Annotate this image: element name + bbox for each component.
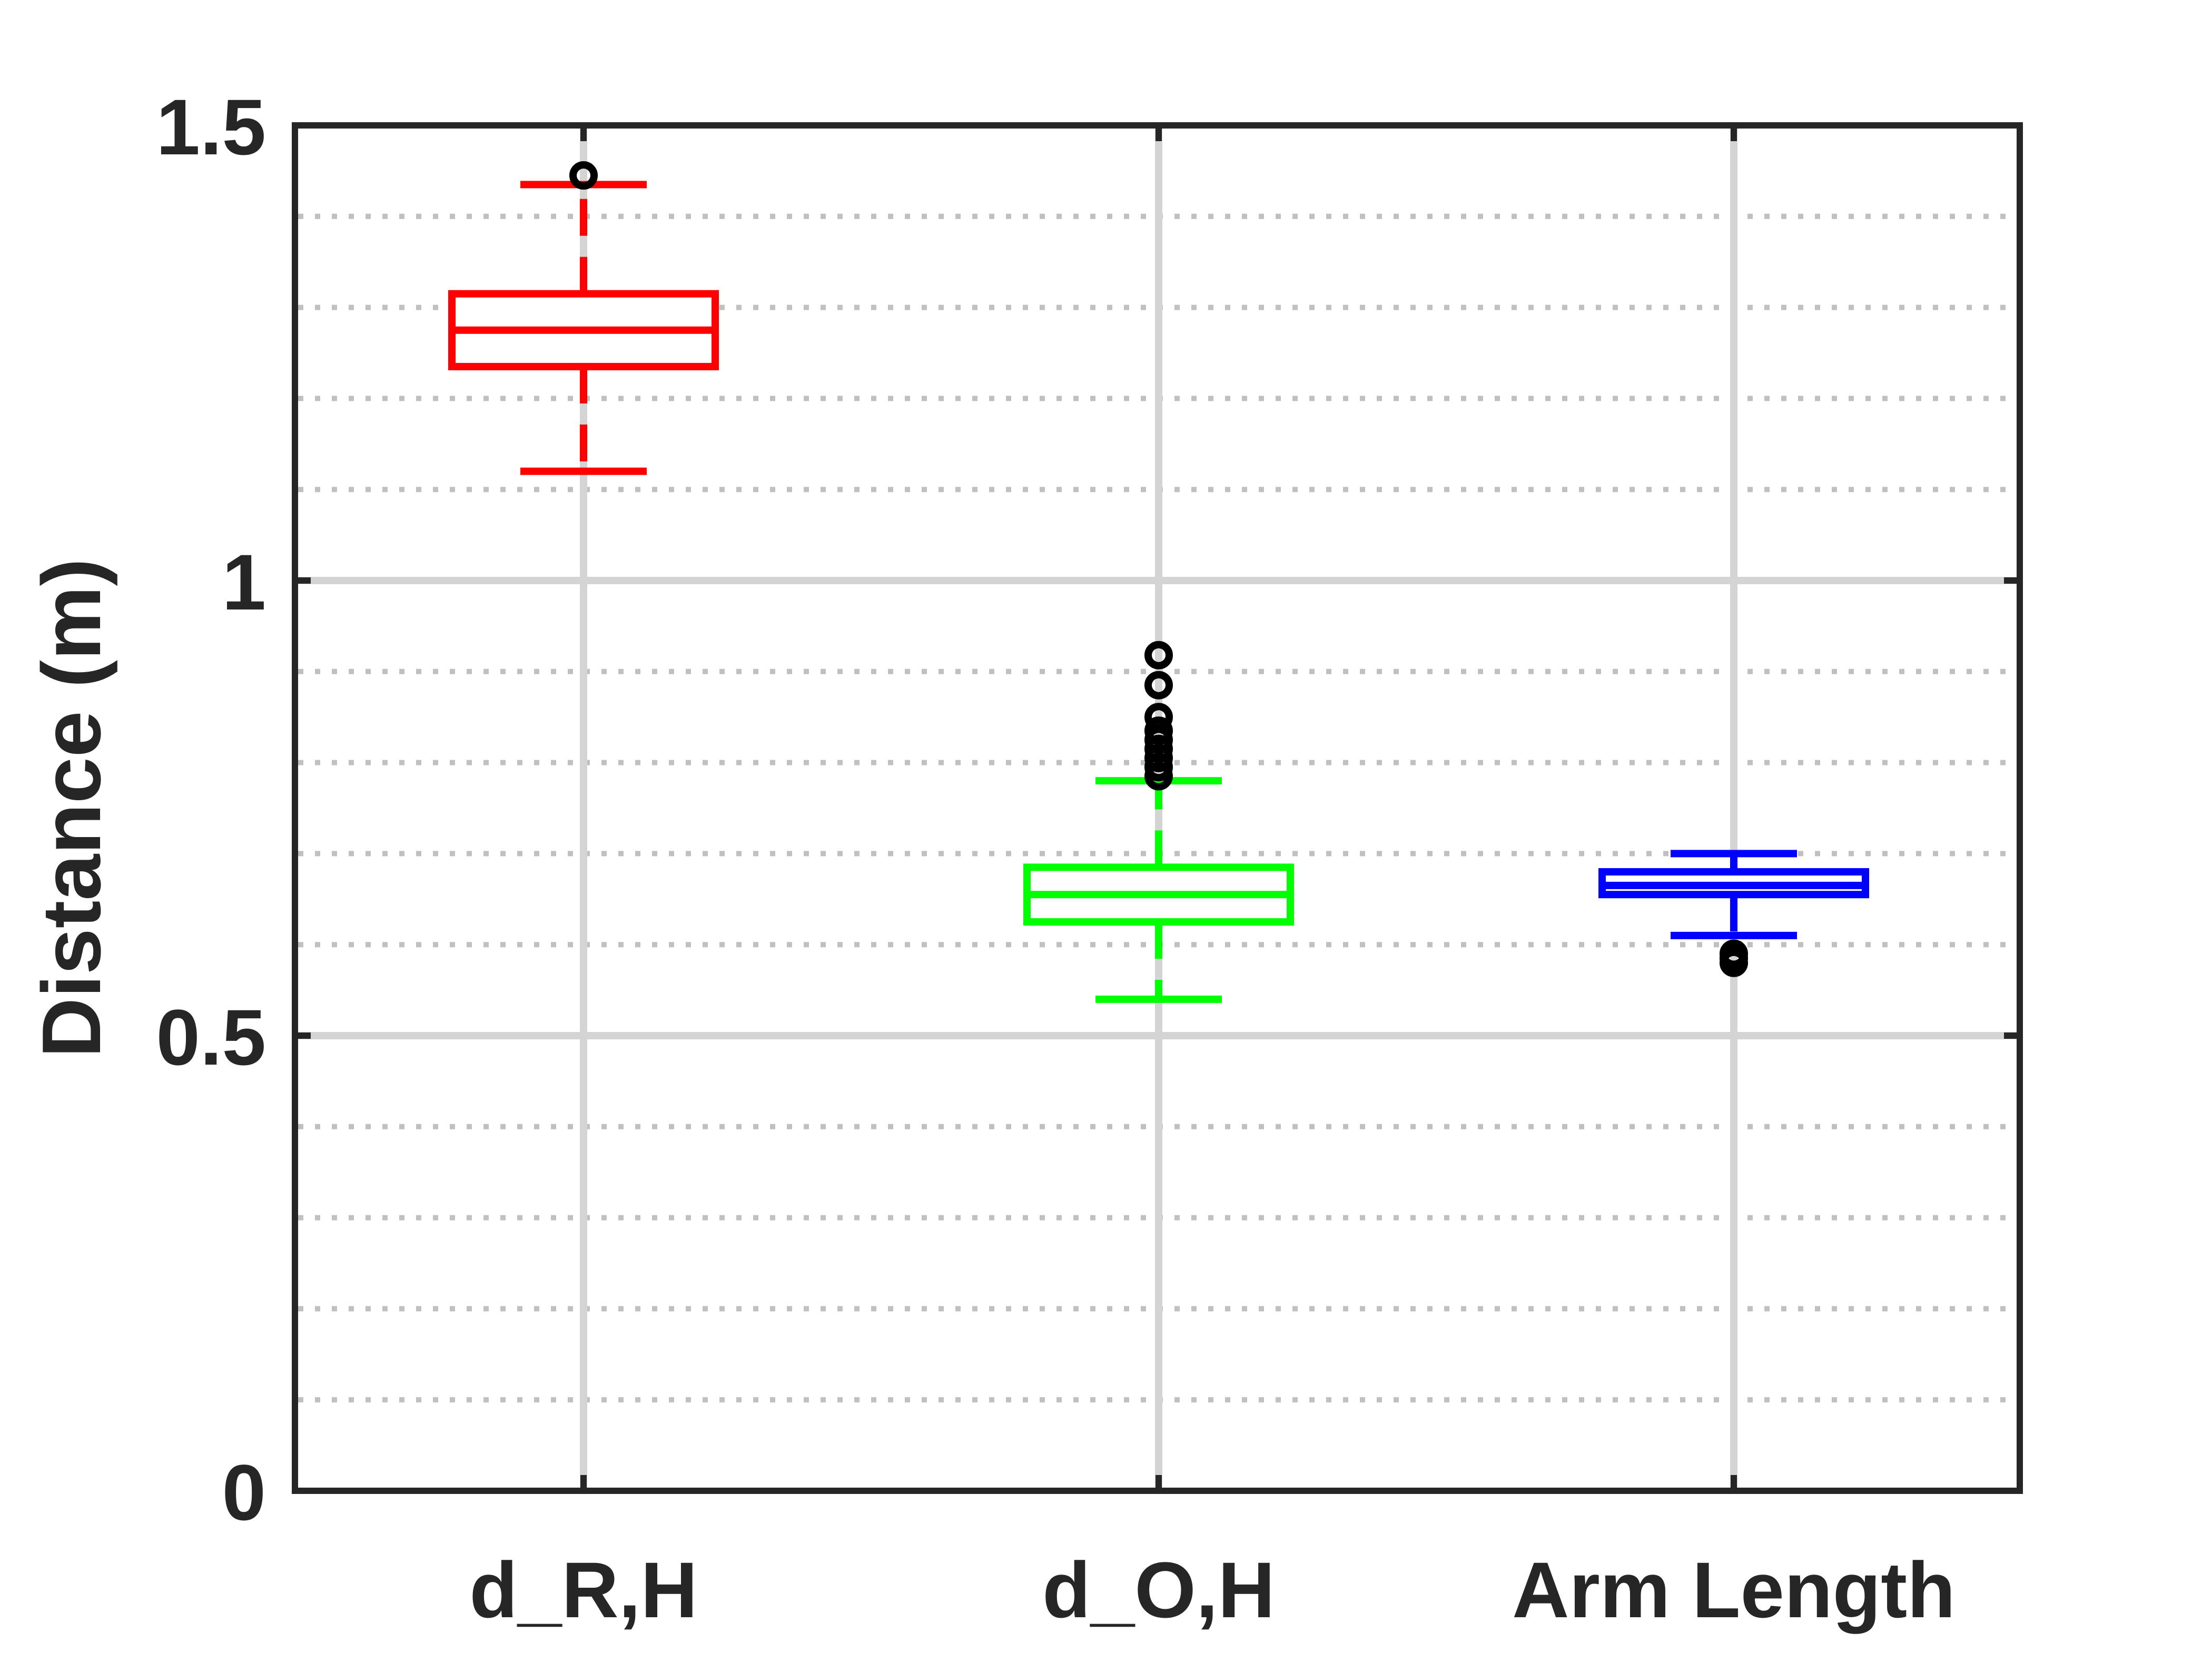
x-tick-label: d_O,H — [1042, 1546, 1275, 1634]
tick-layer — [295, 122, 2020, 1494]
outlier-point — [569, 161, 598, 190]
label-layer: 0 0.5 1 1.5 d_R,H d_O,H Arm Length — [156, 83, 1955, 1634]
box-0 — [448, 161, 719, 475]
outlier-point — [1144, 703, 1173, 732]
y-tick-label: 1.5 — [156, 83, 266, 171]
outlier-point — [1720, 939, 1748, 968]
y-tick-label: 1 — [222, 538, 266, 626]
y-tick-label: 0 — [222, 1448, 266, 1537]
y-axis-label: Distance (m) — [25, 558, 118, 1058]
y-tick-label: 0.5 — [156, 993, 266, 1081]
outlier-point — [1144, 671, 1173, 700]
box-2 — [1598, 850, 1869, 977]
outlier-point — [1144, 716, 1173, 745]
x-tick-label: Arm Length — [1512, 1546, 1956, 1634]
box-layer — [448, 161, 1869, 1003]
x-tick-label: d_R,H — [469, 1546, 697, 1634]
box-1 — [1023, 641, 1294, 1003]
outlier-point — [1144, 641, 1173, 670]
